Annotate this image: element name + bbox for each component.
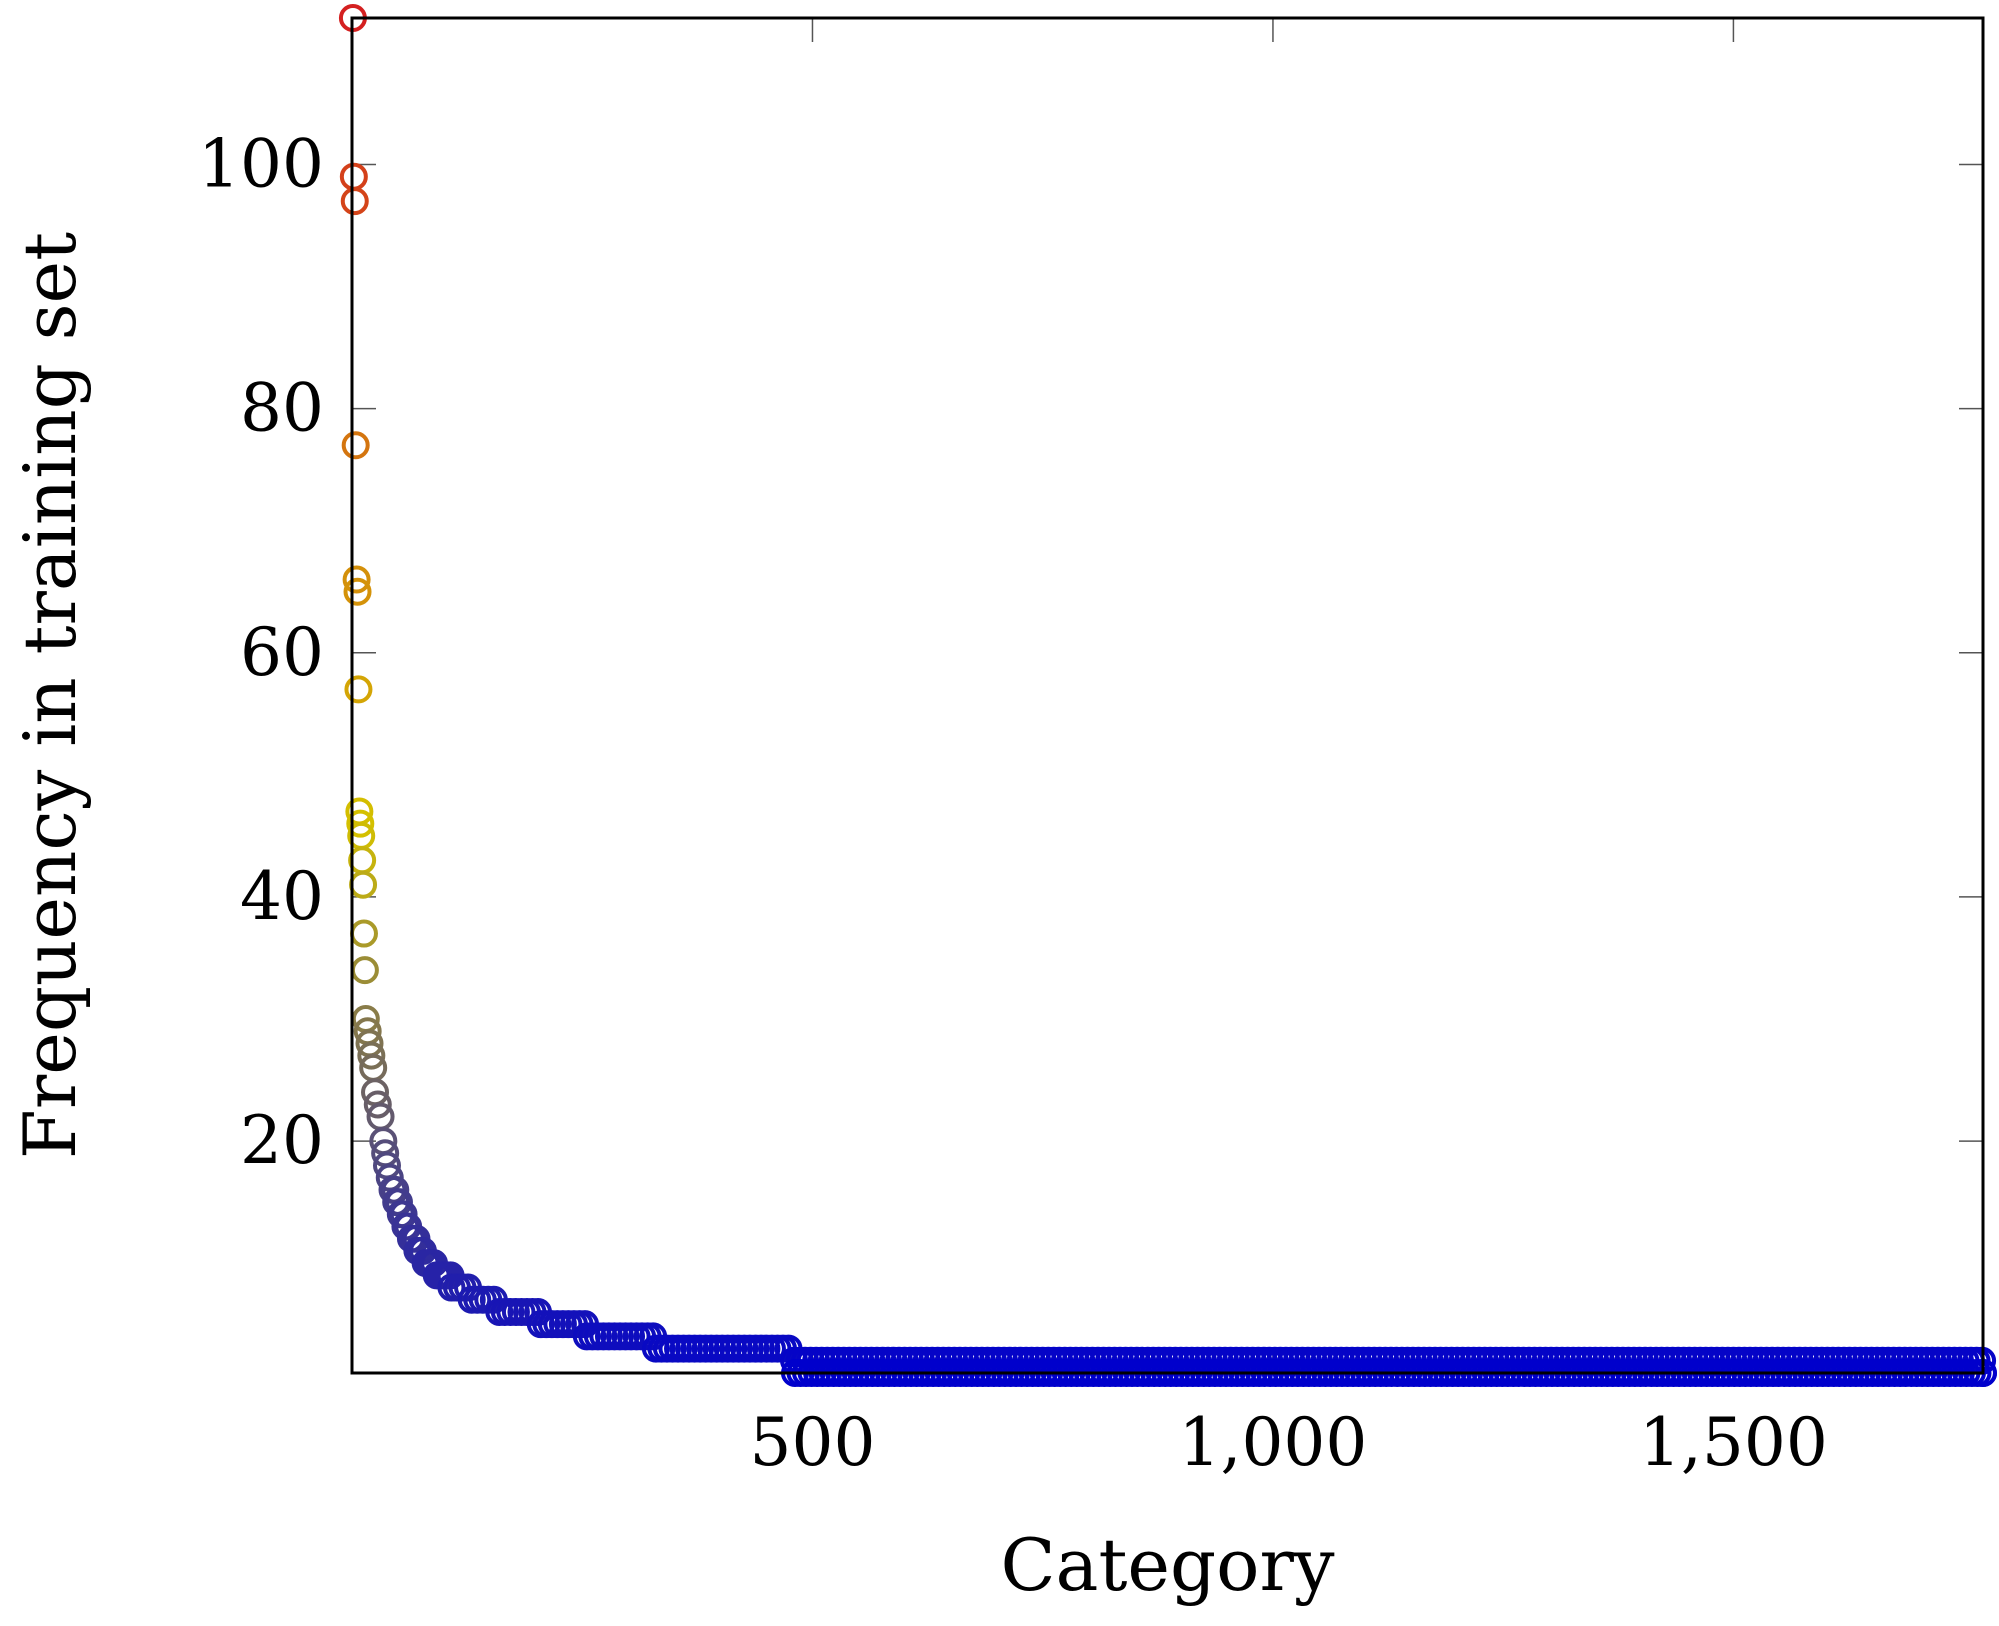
plot-frame (350, 16, 1985, 1375)
x-tick-label: 1,000 (1178, 1404, 1367, 1481)
x-tick-label: 1,500 (1639, 1404, 1828, 1481)
y-tick-label: 100 (198, 125, 324, 202)
data-point (344, 675, 373, 704)
y-tick-label: 40 (240, 858, 324, 935)
x-tick-label: 500 (749, 1404, 875, 1481)
points-layer (338, 4, 1997, 1387)
y-tick-label: 20 (240, 1102, 324, 1179)
data-point (343, 577, 372, 606)
y-tick-label: 60 (240, 614, 324, 691)
data-point (346, 809, 375, 838)
x-axis-title: Category (1000, 1523, 1334, 1607)
data-point (340, 187, 369, 216)
labels-layer: 500 1,000 1,500 20 40 60 80 100 (198, 125, 1828, 1481)
data-point (363, 1090, 392, 1119)
y-tick-label: 80 (240, 370, 324, 447)
data-point (341, 431, 370, 460)
data-point (342, 565, 371, 594)
data-point (357, 1041, 386, 1070)
data-point (389, 1200, 418, 1229)
y-axis-title: Frequency in training set (8, 232, 92, 1159)
